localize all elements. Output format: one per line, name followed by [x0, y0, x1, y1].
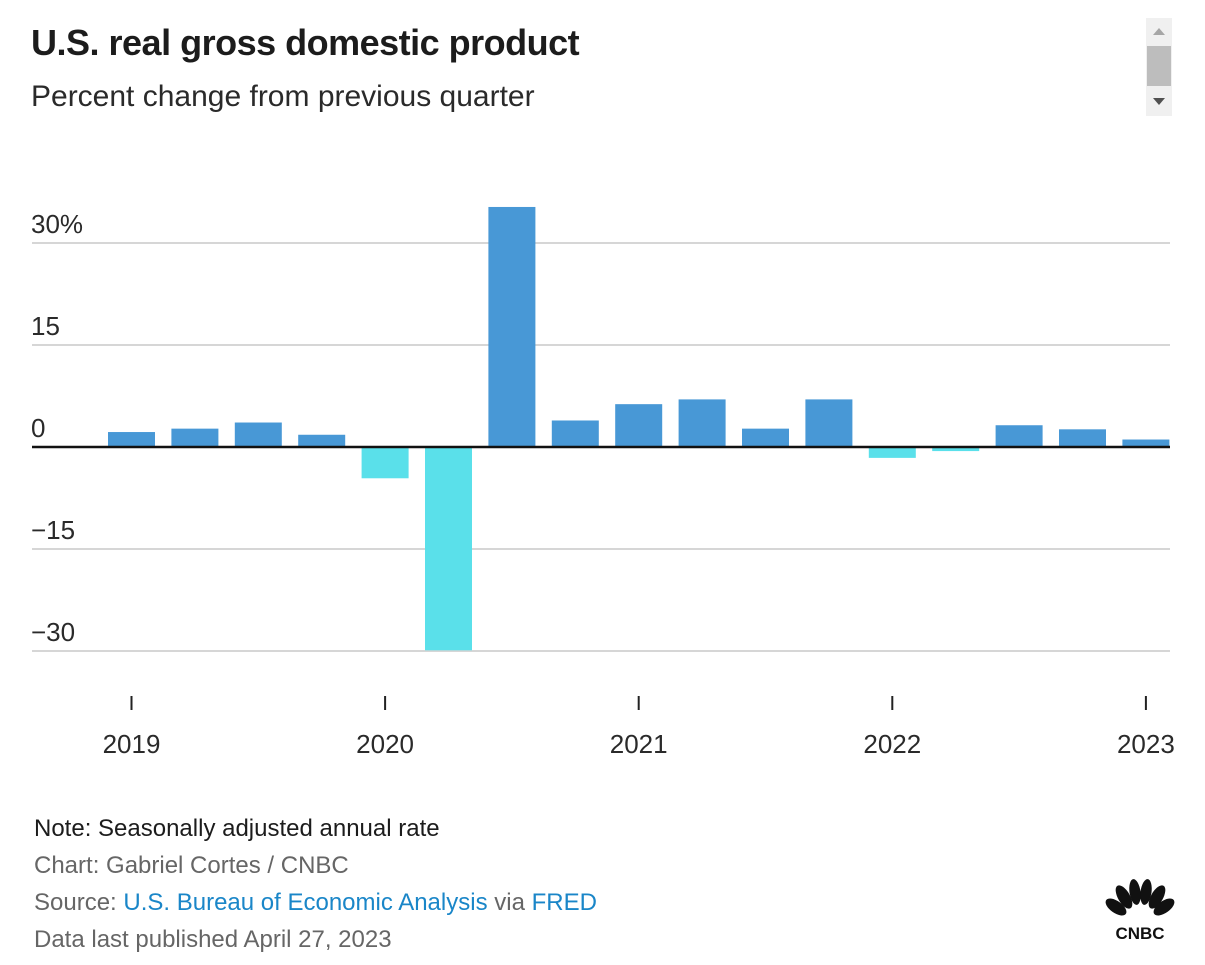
cnbc-logo: CNBC	[1105, 879, 1175, 943]
bar	[1059, 429, 1106, 447]
bar	[995, 425, 1043, 447]
gridlines	[32, 242, 1170, 652]
scrollbar-thumb[interactable]	[1147, 46, 1171, 86]
x-tick-label: 2021	[610, 729, 668, 759]
bar	[171, 428, 219, 447]
source-via: via	[487, 889, 532, 916]
source-link-bea[interactable]: U.S. Bureau of Economic Analysis	[123, 889, 488, 916]
chart-subtitle: Percent change from previous quarter	[31, 80, 535, 113]
bar	[1122, 439, 1170, 447]
y-tick-label: 15	[31, 311, 60, 341]
x-tick-label: 2020	[356, 729, 414, 759]
bars	[108, 206, 1170, 651]
footnote: Note: Seasonally adjusted annual rate	[34, 815, 440, 842]
scrollbar[interactable]	[1146, 18, 1172, 116]
bar	[805, 399, 853, 447]
source-line: Source: U.S. Bureau of Economic Analysis…	[34, 884, 597, 921]
scroll-up-icon[interactable]	[1153, 28, 1165, 35]
chart-credit: Chart: Gabriel Cortes / CNBC	[34, 852, 349, 879]
bar	[615, 404, 663, 447]
bar	[868, 447, 916, 458]
x-tick-label: 2019	[103, 729, 161, 759]
bar	[298, 434, 346, 447]
bar	[108, 432, 155, 447]
y-tick-label: 0	[31, 413, 45, 443]
source-prefix: Source:	[34, 889, 124, 916]
bar	[551, 420, 599, 447]
x-tick-label: 2022	[863, 729, 921, 759]
bar	[361, 447, 409, 479]
scroll-down-icon[interactable]	[1153, 98, 1165, 105]
chart-title: U.S. real gross domestic product	[31, 22, 580, 63]
bar	[488, 206, 536, 447]
chart-footer: Note: Seasonally adjusted annual rate Ch…	[34, 810, 597, 958]
bar	[742, 428, 789, 447]
y-axis-labels: 30% 15 0 −15 −30	[31, 209, 83, 647]
peacock-icon	[1105, 879, 1175, 916]
published-date: Data last published April 27, 2023	[34, 926, 392, 953]
source-link-fred[interactable]: FRED	[531, 889, 597, 916]
y-tick-label: 30%	[31, 209, 83, 239]
logo-text: CNBC	[1115, 924, 1164, 943]
bar	[425, 447, 472, 651]
x-tick-label: 2023	[1117, 729, 1175, 759]
bar-chart: 30% 15 0 −15 −30 2019 2020 2021 2022 2023	[31, 206, 1175, 759]
y-tick-label: −30	[31, 617, 75, 647]
bar	[678, 399, 726, 447]
bar	[234, 422, 282, 447]
y-tick-label: −15	[31, 515, 75, 545]
bar	[932, 447, 980, 452]
x-axis: 2019 2020 2021 2022 2023	[103, 696, 1175, 759]
